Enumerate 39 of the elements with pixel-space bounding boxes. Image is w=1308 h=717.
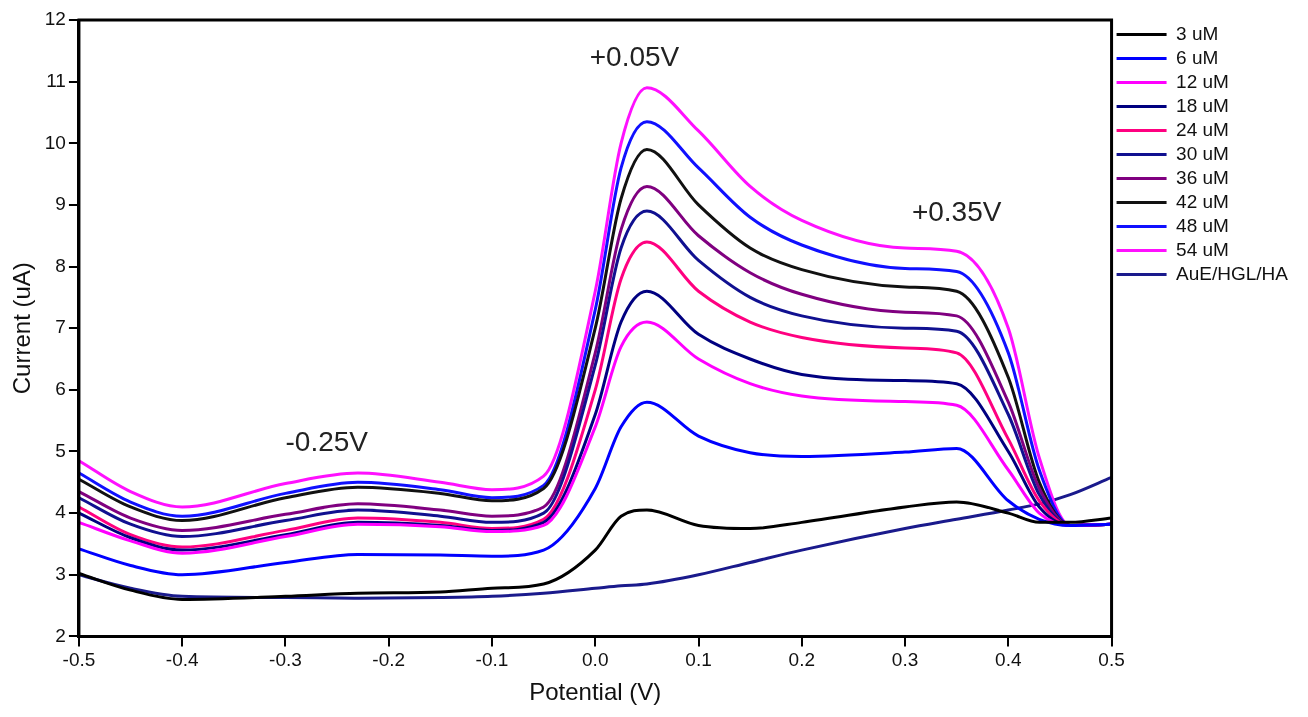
legend-label: 36 uM bbox=[1176, 166, 1229, 188]
annotation: +0.35V bbox=[911, 196, 1002, 228]
legend-label: 42 uM bbox=[1176, 190, 1229, 212]
x-tick-label: 0.3 bbox=[891, 649, 919, 671]
y-tick-label: 5 bbox=[55, 439, 66, 461]
legend-label: 3 uM bbox=[1176, 22, 1219, 44]
x-tick-label: 0.4 bbox=[995, 649, 1022, 671]
y-tick-label: 12 bbox=[44, 8, 66, 30]
y-tick-label: 3 bbox=[55, 562, 66, 584]
x-tick-label: -0.4 bbox=[165, 649, 199, 671]
legend-label: 48 uM bbox=[1176, 214, 1229, 236]
x-tick-label: 0.0 bbox=[582, 649, 609, 671]
x-tick-label: -0.3 bbox=[269, 649, 302, 671]
annotation: +0.05V bbox=[589, 41, 680, 73]
x-tick-label: -0.2 bbox=[372, 649, 406, 671]
line-series bbox=[78, 400, 1112, 577]
legend-label: 30 uM bbox=[1176, 142, 1229, 164]
annotation: -0.25V bbox=[285, 426, 369, 458]
y-tick-label: 9 bbox=[55, 193, 66, 215]
y-tick-label: 4 bbox=[55, 501, 67, 523]
legend-label: 24 uM bbox=[1176, 118, 1229, 140]
x-tick-label: -0.5 bbox=[62, 649, 96, 671]
x-tick-label: 0.5 bbox=[1098, 649, 1125, 671]
legend-label: 6 uM bbox=[1176, 46, 1219, 68]
legend-label: 18 uM bbox=[1176, 94, 1229, 116]
y-tick-label: 6 bbox=[55, 378, 66, 400]
legend-label: AuE/HGL/HA bbox=[1176, 262, 1289, 284]
legend-label: 12 uM bbox=[1176, 70, 1229, 92]
y-tick-label: 8 bbox=[55, 254, 66, 276]
y-tick-label: 7 bbox=[55, 316, 66, 338]
y-tick-label: 2 bbox=[55, 624, 66, 646]
y-tick-label: 11 bbox=[46, 69, 66, 91]
x-tick-label: 0.2 bbox=[788, 649, 815, 671]
x-axis-title: Potential (V) bbox=[529, 678, 662, 706]
y-axis-title: Current (uA) bbox=[8, 262, 36, 395]
y-tick-label: 10 bbox=[44, 131, 66, 153]
x-tick-label: 0.1 bbox=[685, 649, 712, 671]
legend-label: 54 uM bbox=[1176, 238, 1229, 260]
x-tick-label: -0.1 bbox=[475, 649, 509, 671]
